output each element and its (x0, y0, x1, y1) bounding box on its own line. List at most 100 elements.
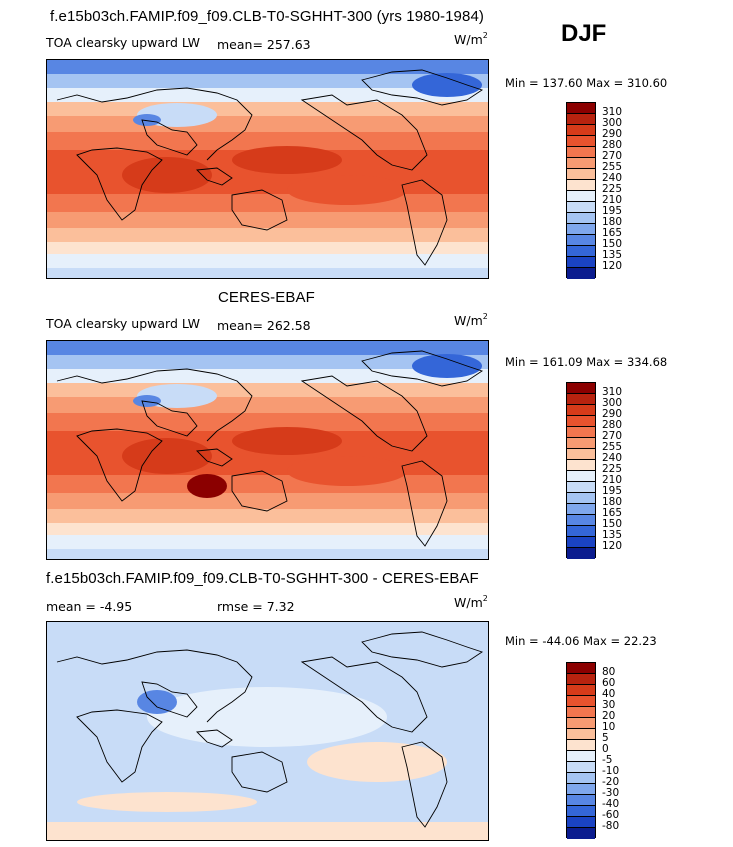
colorbar-swatch (567, 762, 595, 773)
colorbar-swatch (567, 504, 595, 515)
panel1-variable-label: TOA clearsky upward LW (46, 35, 201, 50)
lat-band-10 (47, 509, 488, 524)
colorbar-swatch (567, 383, 595, 394)
diff-pos-antarctic (47, 822, 488, 840)
colorbar-swatch (567, 427, 595, 438)
lat-band-4 (47, 116, 488, 133)
colorbar-swatch (567, 515, 595, 526)
lat-band-13 (47, 549, 488, 559)
colorbar-tick-label: 120 (602, 540, 623, 552)
panel1-title: f.e15b03ch.FAMIP.f09_f09.CLB-T0-SGHHT-30… (50, 8, 484, 25)
colorbar-swatch (567, 817, 595, 828)
colorbar-tick-label: 135 (602, 249, 623, 261)
warm-pacific-s (287, 175, 407, 205)
colorbar-tick-label: 255 (602, 161, 623, 173)
colorbar-swatch (567, 784, 595, 795)
coastline-4 (231, 751, 288, 793)
panel3-title: f.e15b03ch.FAMIP.f09_f09.CLB-T0-SGHHT-30… (46, 570, 479, 587)
lat-band-11 (47, 523, 488, 536)
coastline-0 (56, 368, 253, 442)
colorbar-swatch (567, 136, 595, 147)
panel2-map-svg (47, 341, 488, 559)
colorbar-tick-label: 300 (602, 397, 623, 409)
coastline-1 (76, 147, 163, 221)
colorbar-swatch (567, 806, 595, 817)
cold-tibet (133, 395, 161, 407)
cold-arctic (412, 73, 482, 97)
coastline-2 (141, 400, 198, 437)
panel2-units: W/m2 (454, 312, 488, 328)
coastline-7 (361, 631, 484, 668)
lat-band-13 (47, 268, 488, 278)
colorbar-swatch (567, 740, 595, 751)
colorbar-tick-label: -60 (602, 809, 620, 821)
colorbar-swatch (567, 213, 595, 224)
coastline-5 (300, 375, 428, 452)
coastline-7 (361, 69, 484, 106)
lat-band-7 (47, 172, 488, 195)
colorbar-tick-label: -5 (602, 754, 613, 766)
colorbar-tick-label: -10 (602, 765, 620, 777)
colorbar-swatch (567, 103, 595, 114)
lat-band-5 (47, 413, 488, 432)
coastline-3 (196, 729, 233, 748)
lat-band-3 (47, 383, 488, 398)
colorbar-frame (566, 662, 596, 839)
colorbar-tick-label: -30 (602, 787, 620, 799)
panel1-map (46, 59, 489, 279)
coastline-5 (300, 656, 428, 733)
coastline-0 (56, 649, 253, 723)
colorbar-tick-label: 240 (602, 452, 623, 464)
colorbar-swatch (567, 663, 595, 674)
colorbar-swatch (567, 202, 595, 213)
lat-band-12 (47, 535, 488, 550)
colorbar-tick-label: 310 (602, 386, 623, 398)
colorbar-tick-label: 270 (602, 430, 623, 442)
panel3-mean-label: mean = -4.95 (46, 599, 133, 614)
lat-band-8 (47, 475, 488, 494)
colorbar-tick-label: 210 (602, 194, 623, 206)
colorbar-swatch (567, 828, 595, 839)
season-label: DJF (561, 20, 607, 47)
coastline-6 (401, 179, 448, 266)
colorbar-swatch (567, 125, 595, 136)
colorbar-swatch (567, 147, 595, 158)
colorbar-tick-label: 255 (602, 441, 623, 453)
colorbar-frame (566, 102, 596, 279)
panel1-units: W/m2 (454, 31, 488, 47)
lat-band-0 (47, 60, 488, 75)
coastline-2 (141, 681, 198, 718)
colorbar-swatch (567, 729, 595, 740)
panel3-map-svg (47, 622, 488, 840)
colorbar-swatch (567, 191, 595, 202)
warm-africa (122, 438, 212, 474)
colorbar-swatch (567, 537, 595, 548)
diff-neg-asia (137, 690, 177, 714)
coastline-4 (231, 189, 288, 231)
colorbar-swatch (567, 751, 595, 762)
colorbar-tick-label: 240 (602, 172, 623, 184)
colorbar-tick-label: 0 (602, 743, 609, 755)
coastline-5 (300, 94, 428, 171)
colorbar-tick-label: 225 (602, 183, 623, 195)
colorbar-tick-label: 210 (602, 474, 623, 486)
panel3-units: W/m2 (454, 594, 488, 610)
lat-band-9 (47, 493, 488, 510)
colorbar-tick-label: 165 (602, 227, 623, 239)
lat-band-0 (47, 341, 488, 356)
lat-band-9 (47, 212, 488, 229)
panel1-map-svg (47, 60, 488, 278)
colorbar-tick-label: 290 (602, 408, 623, 420)
colorbar-swatch (567, 246, 595, 257)
colorbar-swatch (567, 449, 595, 460)
coastline-3 (196, 448, 233, 467)
colorbar-tick-label: 280 (602, 419, 623, 431)
lat-band-12 (47, 254, 488, 269)
panel1-minmax: Min = 137.60 Max = 310.60 (505, 76, 668, 90)
colorbar-swatch (567, 707, 595, 718)
colorbar-swatch (567, 548, 595, 559)
lat-band-1 (47, 355, 488, 370)
colorbar-swatch (567, 438, 595, 449)
colorbar-swatch (567, 795, 595, 806)
colorbar-tick-label: 310 (602, 106, 623, 118)
